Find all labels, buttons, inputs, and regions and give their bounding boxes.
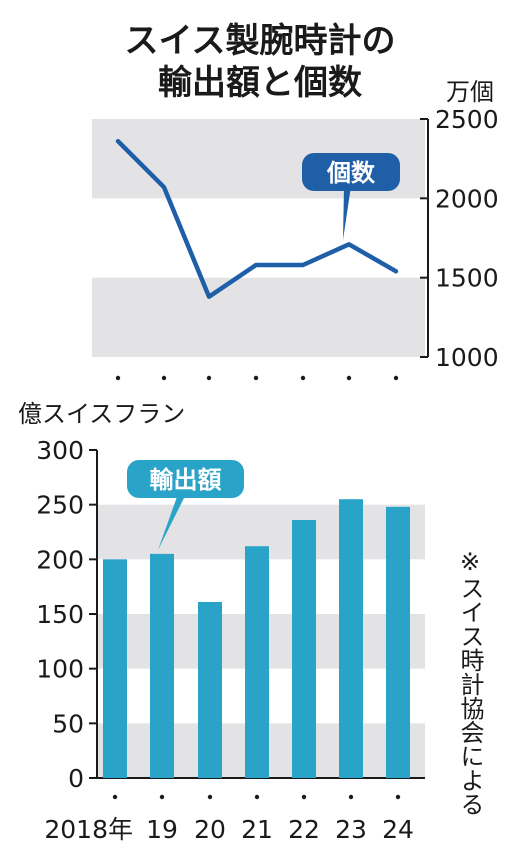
bar-x-tick-label-0: 2018年 [44, 815, 133, 844]
bar-y-tick-label-4: 100 [36, 655, 84, 684]
line-point-1 [163, 186, 165, 189]
line-chart-y-unit: 万個 [446, 78, 494, 106]
bar-y-tick-label-5: 50 [52, 709, 84, 738]
bar-x-dot-1 [159, 794, 165, 800]
line-point-0 [117, 140, 119, 143]
line-callout-pointer [343, 186, 351, 240]
line-y-tick-label-0: 2500 [435, 105, 499, 134]
bar-x-dot-3 [254, 794, 260, 800]
line-y-tick-label-1: 2000 [435, 184, 499, 213]
bar-callout-pointer [158, 494, 186, 550]
bar-1 [150, 553, 174, 778]
bar-5 [339, 499, 363, 778]
line-chart-x-dots [115, 375, 399, 381]
line-chart: 2500 2000 1500 1000 万個 個数 [92, 78, 499, 381]
bar-x-tick-label-3: 21 [241, 815, 273, 844]
bar-4 [292, 519, 316, 778]
line-point-2 [208, 295, 210, 298]
bar-3 [245, 546, 269, 778]
bar-x-tick-label-2: 20 [194, 815, 226, 844]
bar-callout-box [127, 460, 244, 498]
line-point-3 [255, 263, 257, 266]
bar-y-tick-label-1: 250 [36, 491, 84, 520]
bar-0 [103, 559, 127, 778]
bar-series-group [103, 499, 410, 778]
bar-x-tick-label-6: 24 [382, 815, 414, 844]
bar-chart-y-unit: 億スイスフラン [18, 400, 185, 428]
line-point-4 [302, 263, 304, 266]
line-y-tick-label-2: 1500 [435, 264, 499, 293]
line-x-dot-3 [253, 375, 259, 381]
line-band-1 [92, 277, 425, 357]
bar-x-tick-label-1: 19 [146, 815, 178, 844]
chart-title-line-2: 輸出額と個数 [158, 63, 362, 103]
bar-x-dot-2 [207, 794, 213, 800]
line-series-group [115, 138, 399, 299]
bar-6 [386, 506, 410, 778]
bar-x-dot-0 [112, 794, 118, 800]
line-callout-label: 個数 [326, 159, 376, 187]
bar-x-dot-6 [395, 794, 401, 800]
bar-y-tick-label-2: 200 [36, 545, 84, 574]
bar-y-tick-label-6: 0 [68, 764, 84, 793]
bar-x-dot-4 [301, 794, 307, 800]
bar-x-tick-label-4: 22 [288, 815, 320, 844]
line-x-dot-2 [206, 375, 212, 381]
bar-y-tick-label-3: 150 [36, 600, 84, 629]
line-chart-y-axis: 2500 2000 1500 1000 [420, 105, 499, 372]
line-x-dot-0 [115, 375, 121, 381]
bar-x-dot-5 [348, 794, 354, 800]
line-callout: 個数 [302, 153, 400, 240]
line-callout-box [302, 153, 400, 191]
chart-title-line-1: スイス製腕時計の [125, 21, 396, 61]
line-x-dot-5 [346, 375, 352, 381]
bar-callout: 輸出額 [127, 460, 244, 550]
line-y-tick-label-3: 1000 [435, 343, 499, 372]
source-note: ※スイス時計協会による [456, 548, 484, 816]
bar-callout-label: 輸出額 [150, 466, 222, 494]
line-x-dot-6 [393, 375, 399, 381]
bar-2 [198, 601, 222, 778]
line-x-dot-1 [161, 375, 167, 381]
bar-chart: 億スイスフラン 300 250 200 150 100 50 0 2018年 19 20 21 22… [18, 400, 425, 844]
bar-chart-y-axis: 300 250 200 150 100 50 0 [36, 436, 425, 793]
line-point-6 [395, 270, 397, 273]
bar-chart-x-labels: 2018年 19 20 21 22 23 24 [44, 794, 414, 844]
line-x-dot-4 [300, 375, 306, 381]
line-point-5 [348, 243, 350, 246]
bar-y-tick-label-0: 300 [36, 436, 84, 465]
bar-x-tick-label-5: 23 [335, 815, 367, 844]
